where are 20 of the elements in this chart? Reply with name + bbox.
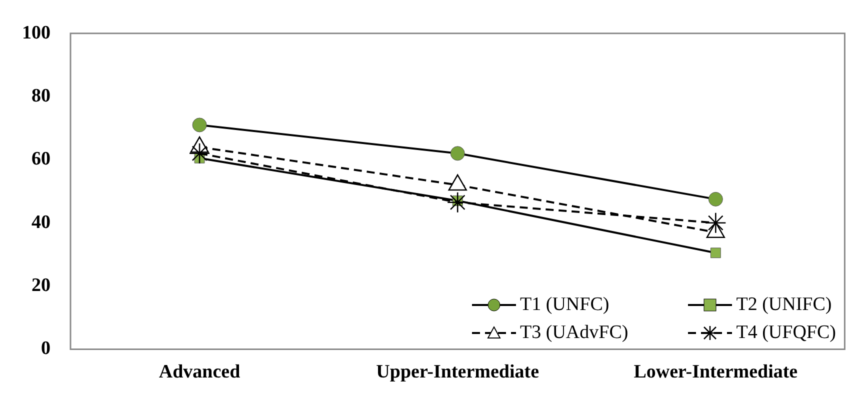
point xyxy=(705,212,726,234)
y-tick-label: 80 xyxy=(32,85,50,106)
y-tick-label: 0 xyxy=(41,338,50,360)
x-tick-label: Upper-Intermediate xyxy=(376,362,540,383)
point xyxy=(446,192,468,214)
y-tick-label: 100 xyxy=(22,22,50,44)
legend-label: T4 (UFQFC) xyxy=(736,322,836,344)
y-tick-label: 40 xyxy=(32,212,50,233)
y-tick-label: 20 xyxy=(32,274,50,296)
point xyxy=(708,192,723,206)
legend-label: T2 (UNIFC) xyxy=(736,294,832,316)
x-tick-label: Advanced xyxy=(158,362,241,383)
point xyxy=(188,142,210,164)
point xyxy=(450,146,465,161)
legend-label: T1 (UNFC) xyxy=(520,294,610,316)
legend-label: T3 (UAdvFC) xyxy=(520,322,628,344)
x-tick-label: Lower-Intermediate xyxy=(634,362,798,383)
y-tick-label: 60 xyxy=(32,148,50,170)
point xyxy=(710,248,721,258)
point xyxy=(192,118,207,132)
